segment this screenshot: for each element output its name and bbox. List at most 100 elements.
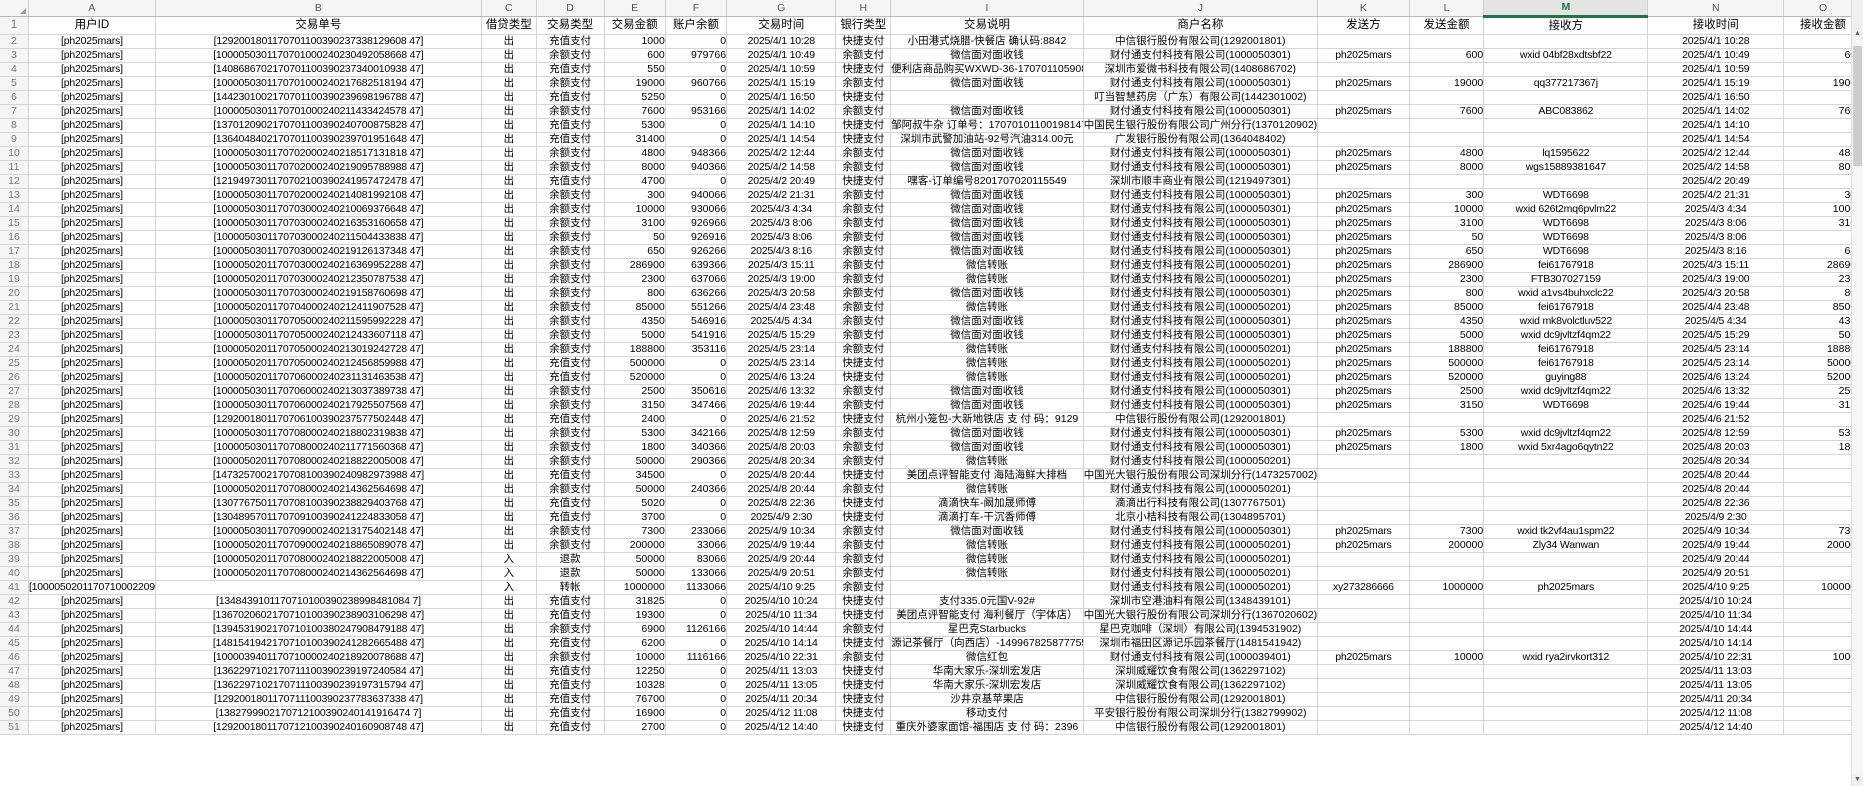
cell-l9[interactable] <box>1409 132 1485 147</box>
cell-g27[interactable]: 2025/4/6 13:32 <box>726 384 837 399</box>
column-header-a[interactable]: A <box>28 0 156 17</box>
table-row[interactable]: 34 [ph2025mars] [1000050201170708000240214… <box>0 482 1863 497</box>
cell-l23[interactable]: 5000 <box>1409 328 1485 343</box>
cell-f39[interactable]: 83066 <box>665 552 728 567</box>
cell-l42[interactable] <box>1409 594 1485 609</box>
cell-f21[interactable]: 551266 <box>665 300 728 315</box>
cell-a35[interactable]: [ph2025mars] <box>28 496 156 511</box>
cell-e12[interactable]: 4700 <box>604 174 666 189</box>
cell-g38[interactable]: 2025/4/9 19:44 <box>726 538 837 553</box>
cell-b12[interactable]: [1219497301170702100390241957472478 47] <box>155 174 482 189</box>
cell-k4[interactable] <box>1317 62 1410 77</box>
cell-d28[interactable]: 余额支付 <box>536 398 605 413</box>
cell-e2[interactable]: 1000 <box>604 34 666 49</box>
cell-m32[interactable] <box>1483 454 1649 469</box>
cell-e46[interactable]: 10000 <box>604 650 666 665</box>
cell-l5[interactable]: 19000 <box>1409 76 1485 91</box>
cell-m7[interactable]: ABC083862 <box>1483 104 1649 119</box>
header-cell-c[interactable]: 借贷类型 <box>481 16 537 35</box>
cell-m41[interactable]: ph2025mars <box>1483 580 1649 595</box>
cell-f41[interactable]: 1133066 <box>665 580 728 595</box>
cell-l13[interactable]: 300 <box>1409 188 1485 203</box>
cell-i31[interactable]: 微信面对面收钱 <box>890 440 1084 455</box>
cell-m17[interactable]: WDT6698 <box>1483 244 1649 259</box>
cell-i24[interactable]: 微信转账 <box>890 342 1084 357</box>
cell-d41[interactable]: 转帐 <box>536 580 605 595</box>
cell-c36[interactable]: 出 <box>481 510 537 525</box>
cell-c32[interactable]: 出 <box>481 454 537 469</box>
cell-m18[interactable]: fei61767918 <box>1483 258 1649 273</box>
cell-l22[interactable]: 4350 <box>1409 314 1485 329</box>
cell-n24[interactable]: 2025/4/5 23:14 <box>1647 342 1785 357</box>
cell-g8[interactable]: 2025/4/1 14:10 <box>726 118 837 133</box>
cell-c11[interactable]: 出 <box>481 160 537 175</box>
cell-a37[interactable]: [ph2025mars] <box>28 524 156 539</box>
row-header-36[interactable]: 36 <box>0 510 29 525</box>
row-header-7[interactable]: 7 <box>0 104 29 119</box>
cell-e16[interactable]: 50 <box>604 230 666 245</box>
cell-b50[interactable]: [1382799902170712100390240141916474 7] <box>155 706 482 721</box>
cell-a49[interactable]: [ph2025mars] <box>28 692 156 707</box>
cell-n41[interactable]: 2025/4/10 9:25 <box>1647 580 1785 595</box>
cell-g24[interactable]: 2025/4/5 23:14 <box>726 342 837 357</box>
cell-h20[interactable]: 余额支付 <box>835 286 892 301</box>
cell-c21[interactable]: 出 <box>481 300 537 315</box>
cell-g36[interactable]: 2025/4/9 2:30 <box>726 510 837 525</box>
cell-l2[interactable] <box>1409 34 1485 49</box>
cell-l36[interactable] <box>1409 510 1485 525</box>
cell-c50[interactable]: 出 <box>481 706 537 721</box>
row-header-23[interactable]: 23 <box>0 328 29 343</box>
cell-i29[interactable]: 杭州小笼包-大新地铁店 支 付 码：9129 <box>890 412 1084 427</box>
cell-l12[interactable] <box>1409 174 1485 189</box>
cell-n30[interactable]: 2025/4/8 12:59 <box>1647 426 1785 441</box>
cell-l37[interactable]: 7300 <box>1409 524 1485 539</box>
cell-g51[interactable]: 2025/4/12 14:40 <box>726 720 837 735</box>
cell-i26[interactable]: 微信转账 <box>890 370 1084 385</box>
cell-k36[interactable] <box>1317 510 1410 525</box>
cell-b37[interactable]: [1000050301170709000240213175402148 47] <box>155 524 482 539</box>
cell-d46[interactable]: 余额支付 <box>536 650 605 665</box>
cell-g42[interactable]: 2025/4/10 10:24 <box>726 594 837 609</box>
cell-c17[interactable]: 出 <box>481 244 537 259</box>
cell-n10[interactable]: 2025/4/2 12:44 <box>1647 146 1785 161</box>
cell-j49[interactable]: 中信银行股份有限公司(1292001801) <box>1083 692 1318 707</box>
cell-d42[interactable]: 充值支付 <box>536 594 605 609</box>
cell-a3[interactable]: [ph2025mars] <box>28 48 156 63</box>
cell-e25[interactable]: 500000 <box>604 356 666 371</box>
cell-b29[interactable]: [1292001801170706100390237577502448 47] <box>155 412 482 427</box>
cell-k33[interactable] <box>1317 468 1410 483</box>
cell-j25[interactable]: 财付通支付科技有限公司(1000050201) <box>1083 356 1318 371</box>
cell-j41[interactable]: 财付通支付科技有限公司(1000050201) <box>1083 580 1318 595</box>
cell-b33[interactable]: [1473257002170708100390240982973988 47] <box>155 468 482 483</box>
cell-m45[interactable] <box>1483 636 1649 651</box>
cell-i19[interactable]: 微信转账 <box>890 272 1084 287</box>
cell-a16[interactable]: [ph2025mars] <box>28 230 156 245</box>
cell-i47[interactable]: 华南大家乐-深圳宏发店 <box>890 664 1084 679</box>
table-row[interactable]: 19 [ph2025mars] [1000050201170703000240212… <box>0 272 1863 287</box>
cell-e48[interactable]: 10328 <box>604 678 666 693</box>
cell-d45[interactable]: 充值支付 <box>536 636 605 651</box>
cell-n48[interactable]: 2025/4/11 13:05 <box>1647 678 1785 693</box>
cell-n6[interactable]: 2025/4/1 16:50 <box>1647 90 1785 105</box>
cell-l39[interactable] <box>1409 552 1485 567</box>
cell-d3[interactable]: 余额支付 <box>536 48 605 63</box>
cell-d8[interactable]: 充值支付 <box>536 118 605 133</box>
cell-n51[interactable]: 2025/4/12 14:40 <box>1647 720 1785 735</box>
cell-i45[interactable]: 源记茶餐厅（向西店）-149967825877755352 <box>890 636 1084 651</box>
row-header-18[interactable]: 18 <box>0 258 29 273</box>
cell-c40[interactable]: 入 <box>481 566 537 581</box>
cell-j31[interactable]: 财付通支付科技有限公司(1000050301) <box>1083 440 1318 455</box>
cell-e9[interactable]: 31400 <box>604 132 666 147</box>
cell-j2[interactable]: 中信银行股份有限公司(1292001801) <box>1083 34 1318 49</box>
cell-h31[interactable]: 余额支付 <box>835 440 892 455</box>
cell-f12[interactable]: 0 <box>665 174 728 189</box>
cell-n15[interactable]: 2025/4/3 8:06 <box>1647 216 1785 231</box>
cell-h21[interactable]: 余额支付 <box>835 300 892 315</box>
cell-f35[interactable]: 0 <box>665 496 728 511</box>
cell-d44[interactable]: 余额支付 <box>536 622 605 637</box>
cell-c18[interactable]: 出 <box>481 258 537 273</box>
row-header-37[interactable]: 37 <box>0 524 29 539</box>
cell-k51[interactable] <box>1317 720 1410 735</box>
cell-i18[interactable]: 微信转账 <box>890 258 1084 273</box>
cell-b18[interactable]: [1000050201170703000240216369952288 47] <box>155 258 482 273</box>
